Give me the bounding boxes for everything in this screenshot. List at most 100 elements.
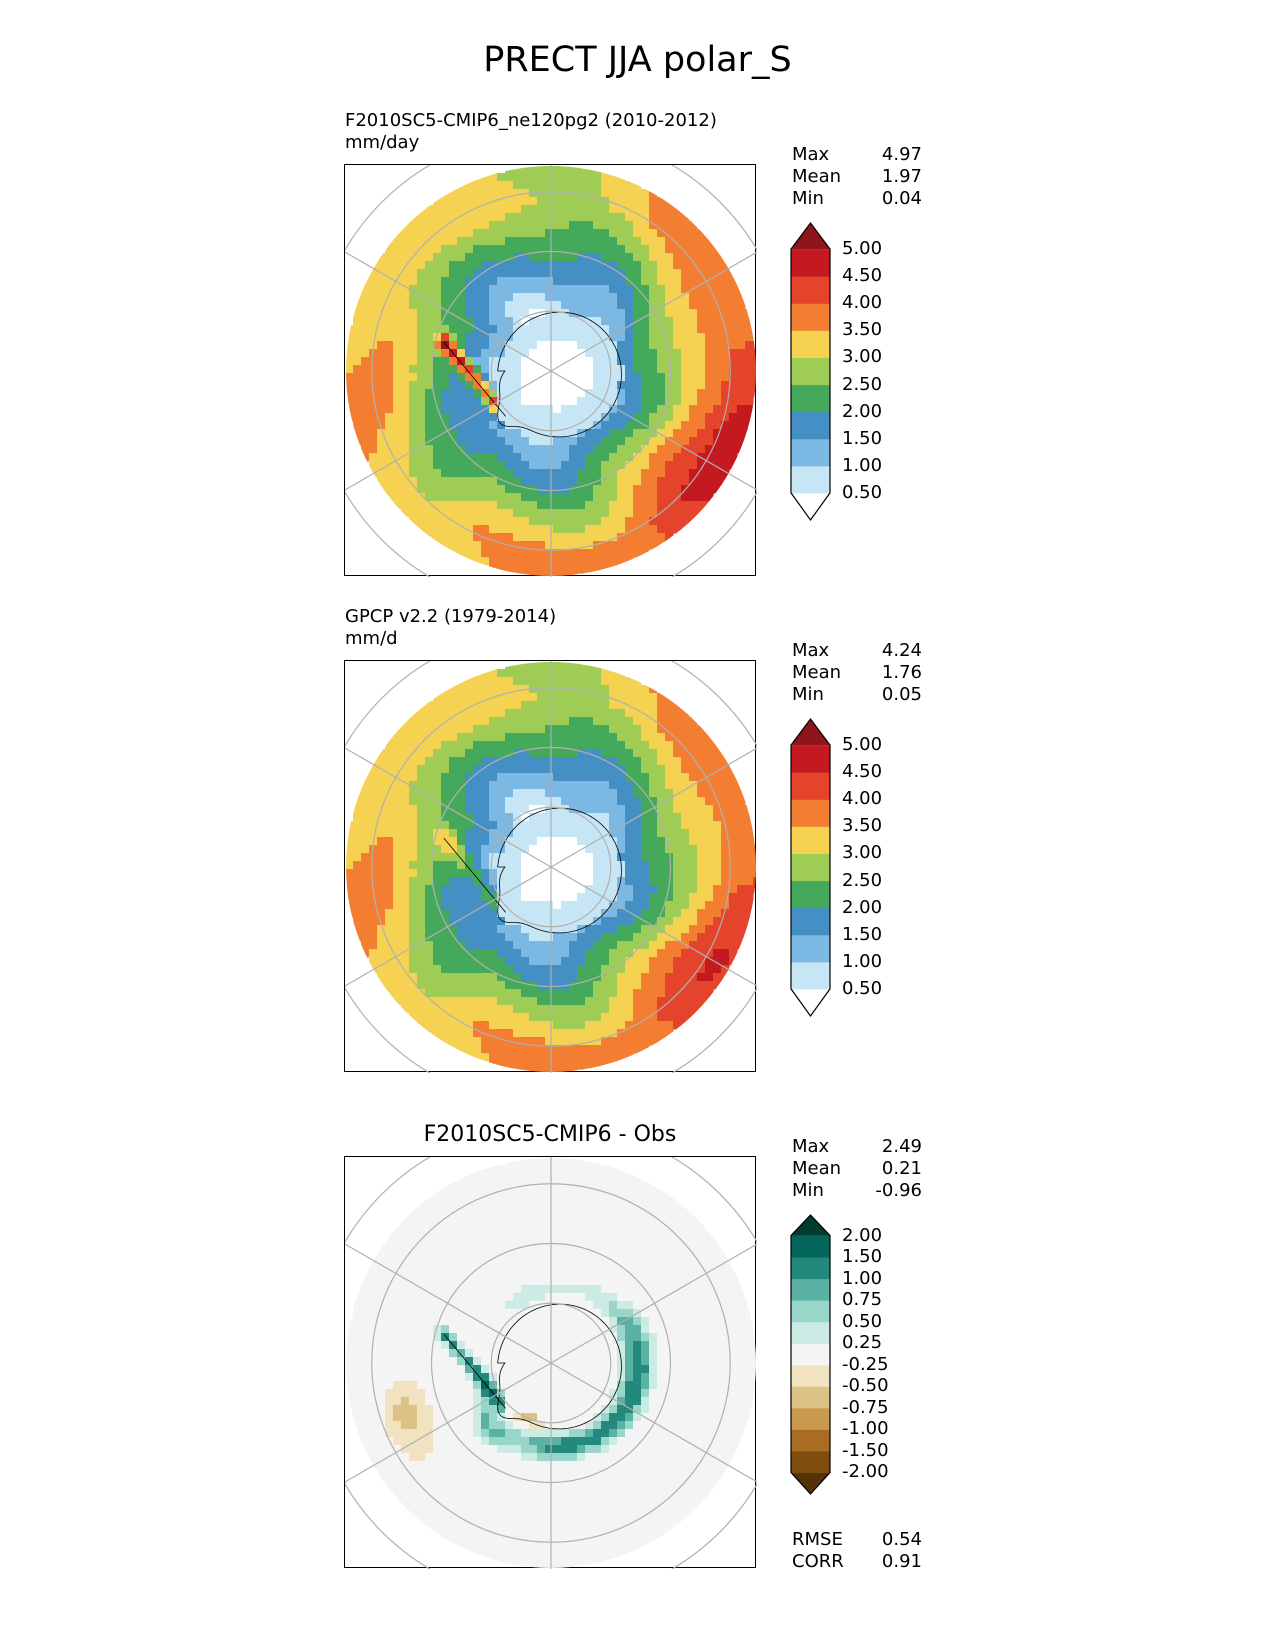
field-cell: [457, 237, 466, 246]
field-cell: [697, 461, 706, 470]
field-cell: [553, 533, 562, 542]
field-cell: [577, 301, 586, 310]
field-cell: [417, 469, 426, 478]
field-cell: [473, 1029, 482, 1038]
field-cell: [385, 365, 394, 374]
field-cell: [417, 941, 426, 950]
field-cell: [625, 893, 634, 902]
field-cell: [449, 285, 458, 294]
field-cell: [481, 893, 490, 902]
field-cell: [473, 717, 482, 726]
field-cell: [593, 925, 602, 934]
field-cell: [529, 1293, 538, 1302]
field-cell: [489, 861, 498, 870]
field-cell: [657, 797, 666, 806]
field-cell: [561, 749, 570, 758]
field-cell: [489, 909, 498, 918]
field-cell: [521, 989, 530, 998]
field-cell: [433, 253, 442, 262]
field-cell: [481, 997, 490, 1006]
field-cell: [641, 429, 650, 438]
field-cell: [633, 781, 642, 790]
field-cell: [585, 517, 594, 526]
field-cell: [425, 909, 434, 918]
field-cell: [417, 389, 426, 398]
field-cell: [561, 533, 570, 542]
field-cell: [529, 541, 538, 550]
field-cell: [601, 453, 610, 462]
field-cell: [473, 357, 482, 366]
field-cell: [433, 733, 442, 742]
field-cell: [497, 429, 506, 438]
field-cell: [361, 1285, 370, 1294]
field-cell: [369, 845, 378, 854]
field-cell: [713, 805, 722, 814]
field-cell: [545, 517, 554, 526]
field-cell: [521, 517, 530, 526]
field-cell: [417, 1221, 426, 1230]
field-cell: [577, 725, 586, 734]
field-cell: [417, 965, 426, 974]
field-cell: [441, 829, 450, 838]
field-cell: [609, 941, 618, 950]
field-cell: [745, 869, 754, 878]
field-cell: [465, 277, 474, 286]
field-cell: [705, 925, 714, 934]
field-cell: [585, 941, 594, 950]
field-cell: [457, 261, 466, 270]
field-cell: [633, 917, 642, 926]
field-cell: [401, 245, 410, 254]
field-cell: [665, 1205, 674, 1214]
field-cell: [489, 365, 498, 374]
field-cell: [665, 333, 674, 342]
field-cell: [721, 933, 730, 942]
field-cell: [513, 1029, 522, 1038]
field-cell: [601, 1029, 610, 1038]
field-cell: [641, 741, 650, 750]
field-cell: [401, 1221, 410, 1230]
field-cell: [529, 437, 538, 446]
field-cell: [513, 669, 522, 678]
colorbar-segment: [791, 826, 830, 854]
field-cell: [721, 429, 730, 438]
field-cell: [553, 189, 562, 198]
field-cell: [681, 413, 690, 422]
field-cell: [601, 1237, 610, 1246]
field-cell: [633, 293, 642, 302]
field-cell: [649, 389, 658, 398]
field-cell: [593, 1061, 602, 1070]
field-cell: [465, 773, 474, 782]
field-cell: [425, 485, 434, 494]
field-cell: [497, 917, 506, 926]
field-cell: [513, 749, 522, 758]
field-cell: [641, 509, 650, 518]
field-cell: [649, 469, 658, 478]
field-cell: [561, 573, 570, 576]
field-cell: [585, 485, 594, 494]
field-cell: [705, 877, 714, 886]
field-cell: [665, 1285, 674, 1294]
field-cell: [497, 1173, 506, 1182]
field-cell: [441, 813, 450, 822]
field-cell: [473, 277, 482, 286]
field-cell: [465, 685, 474, 694]
field-cell: [545, 1277, 554, 1286]
field-cell: [545, 397, 554, 406]
field-cell: [577, 1181, 586, 1190]
field-cell: [697, 749, 706, 758]
field-cell: [457, 901, 466, 910]
field-cell: [513, 773, 522, 782]
field-cell: [521, 741, 530, 750]
field-cell: [593, 493, 602, 502]
field-cell: [633, 341, 642, 350]
field-cell: [545, 541, 554, 550]
field-cell: [569, 509, 578, 518]
field-cell: [665, 373, 674, 382]
field-cell: [585, 789, 594, 798]
field-cell: [457, 1293, 466, 1302]
field-cell: [625, 293, 634, 302]
field-cell: [553, 693, 562, 702]
field-cell: [617, 765, 626, 774]
field-cell: [393, 341, 402, 350]
field-cell: [673, 829, 682, 838]
